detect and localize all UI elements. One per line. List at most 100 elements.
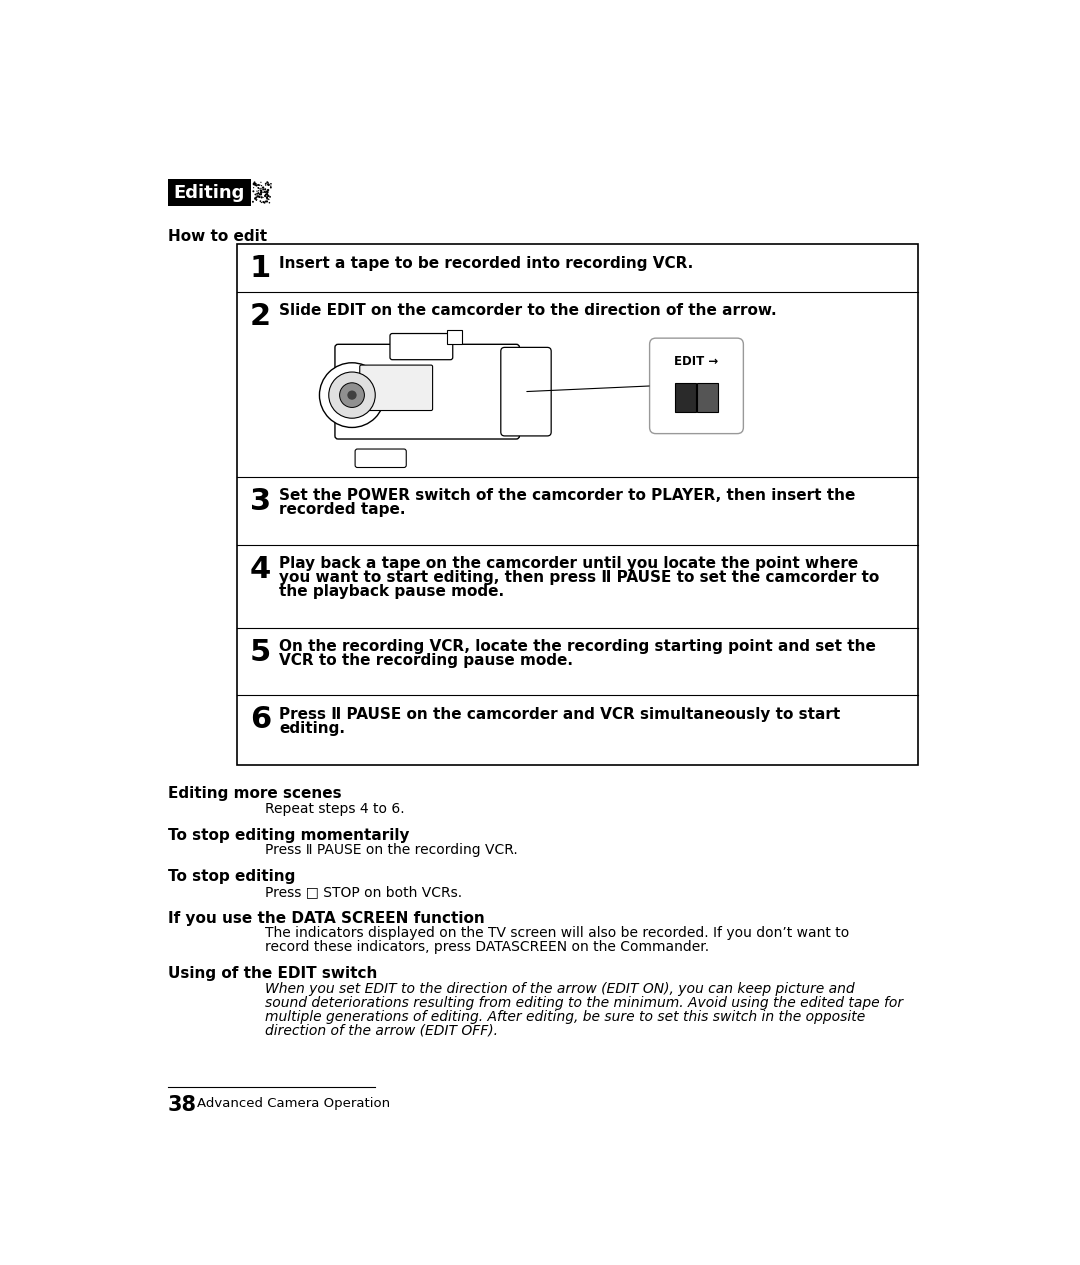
- Point: [259, 180, 276, 200]
- Point: [253, 192, 270, 213]
- Point: [258, 186, 275, 206]
- Point: [258, 187, 275, 207]
- FancyBboxPatch shape: [335, 344, 519, 439]
- Point: [248, 176, 266, 196]
- Text: EDIT →: EDIT →: [674, 354, 718, 368]
- Text: the playback pause mode.: the playback pause mode.: [279, 583, 504, 598]
- Point: [258, 182, 275, 202]
- Point: [255, 178, 272, 199]
- Text: Insert a tape to be recorded into recording VCR.: Insert a tape to be recorded into record…: [279, 256, 693, 271]
- Text: The indicators displayed on the TV screen will also be recorded. If you don’t wa: The indicators displayed on the TV scree…: [266, 926, 850, 940]
- Point: [253, 172, 270, 192]
- Point: [259, 175, 276, 195]
- Point: [256, 181, 273, 201]
- Point: [253, 181, 270, 201]
- Point: [258, 183, 275, 204]
- Text: Using of the EDIT switch: Using of the EDIT switch: [167, 966, 377, 982]
- Point: [259, 188, 276, 209]
- Text: If you use the DATA SCREEN function: If you use the DATA SCREEN function: [167, 911, 484, 926]
- Point: [246, 188, 264, 209]
- Text: record these indicators, press DATASCREEN on the Commander.: record these indicators, press DATASCREE…: [266, 940, 710, 954]
- Point: [247, 173, 265, 194]
- Text: Slide EDIT on the camcorder to the direction of the arrow.: Slide EDIT on the camcorder to the direc…: [279, 304, 777, 319]
- Point: [259, 185, 276, 205]
- Point: [256, 182, 273, 202]
- Bar: [698, 383, 718, 412]
- Text: On the recording VCR, locate the recording starting point and set the: On the recording VCR, locate the recordi…: [279, 639, 876, 654]
- Point: [260, 175, 278, 195]
- Point: [253, 178, 270, 199]
- Text: recorded tape.: recorded tape.: [279, 502, 406, 517]
- Bar: [167, 178, 252, 206]
- Point: [247, 187, 265, 207]
- FancyBboxPatch shape: [501, 348, 551, 436]
- Text: 5: 5: [249, 638, 271, 667]
- Point: [246, 173, 264, 194]
- Point: [257, 191, 274, 211]
- Point: [255, 192, 272, 213]
- Text: 2: 2: [249, 302, 271, 331]
- Text: VCR to the recording pause mode.: VCR to the recording pause mode.: [279, 653, 573, 668]
- Text: Editing more scenes: Editing more scenes: [167, 787, 341, 801]
- Point: [255, 187, 272, 207]
- Text: 6: 6: [249, 706, 271, 735]
- Text: When you set EDIT to the direction of the arrow (EDIT ON), you can keep picture : When you set EDIT to the direction of th…: [266, 982, 855, 996]
- Text: Advanced Camera Operation: Advanced Camera Operation: [197, 1097, 390, 1109]
- Point: [251, 175, 268, 195]
- Bar: [252, 181, 273, 205]
- Text: 4: 4: [249, 554, 271, 583]
- Point: [258, 191, 275, 211]
- Point: [248, 183, 266, 204]
- Circle shape: [339, 383, 364, 407]
- Point: [247, 190, 265, 210]
- Point: [259, 182, 276, 202]
- Text: Press Ⅱ PAUSE on the recording VCR.: Press Ⅱ PAUSE on the recording VCR.: [266, 844, 518, 858]
- Circle shape: [320, 363, 384, 428]
- Point: [259, 172, 276, 192]
- Text: editing.: editing.: [279, 721, 346, 736]
- Point: [259, 172, 276, 192]
- Point: [253, 181, 270, 201]
- Point: [253, 187, 270, 207]
- Point: [252, 178, 269, 199]
- Point: [262, 176, 280, 196]
- Point: [251, 185, 268, 205]
- Point: [256, 186, 273, 206]
- Point: [244, 192, 261, 213]
- Point: [246, 188, 264, 209]
- Point: [248, 190, 266, 210]
- Point: [260, 190, 278, 210]
- Text: sound deteriorations resulting from editing to the minimum. Avoid using the edit: sound deteriorations resulting from edit…: [266, 996, 903, 1009]
- Bar: [446, 330, 462, 344]
- Text: 3: 3: [249, 487, 271, 516]
- Point: [257, 175, 274, 195]
- Point: [253, 182, 270, 202]
- Text: Play back a tape on the camcorder until you locate the point where: Play back a tape on the camcorder until …: [279, 557, 859, 571]
- Point: [255, 180, 272, 200]
- Point: [262, 177, 280, 197]
- Point: [255, 177, 272, 197]
- Point: [257, 182, 274, 202]
- Point: [259, 182, 276, 202]
- Point: [259, 186, 276, 206]
- Point: [258, 188, 275, 209]
- Text: How to edit: How to edit: [167, 229, 267, 244]
- Point: [245, 177, 262, 197]
- Point: [253, 185, 270, 205]
- Point: [246, 185, 264, 205]
- Text: direction of the arrow (EDIT OFF).: direction of the arrow (EDIT OFF).: [266, 1023, 498, 1037]
- Point: [257, 185, 274, 205]
- Text: you want to start editing, then press Ⅱ PAUSE to set the camcorder to: you want to start editing, then press Ⅱ …: [279, 571, 879, 584]
- Point: [261, 187, 279, 207]
- Point: [246, 175, 264, 195]
- Point: [245, 173, 262, 194]
- Point: [253, 182, 270, 202]
- Point: [256, 192, 273, 213]
- Point: [257, 173, 274, 194]
- Text: Editing: Editing: [174, 183, 245, 201]
- Point: [253, 176, 270, 196]
- Point: [251, 178, 268, 199]
- Point: [249, 181, 267, 201]
- Point: [252, 191, 269, 211]
- Point: [257, 176, 274, 196]
